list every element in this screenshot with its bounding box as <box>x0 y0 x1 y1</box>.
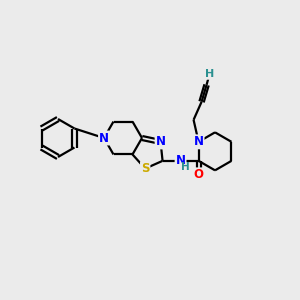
Text: S: S <box>141 162 149 175</box>
Text: N: N <box>156 136 166 148</box>
Text: H: H <box>181 162 190 172</box>
Text: N: N <box>99 131 109 145</box>
Text: N: N <box>176 154 186 167</box>
Text: N: N <box>194 135 204 148</box>
Text: H: H <box>205 69 214 79</box>
Text: O: O <box>194 168 204 181</box>
